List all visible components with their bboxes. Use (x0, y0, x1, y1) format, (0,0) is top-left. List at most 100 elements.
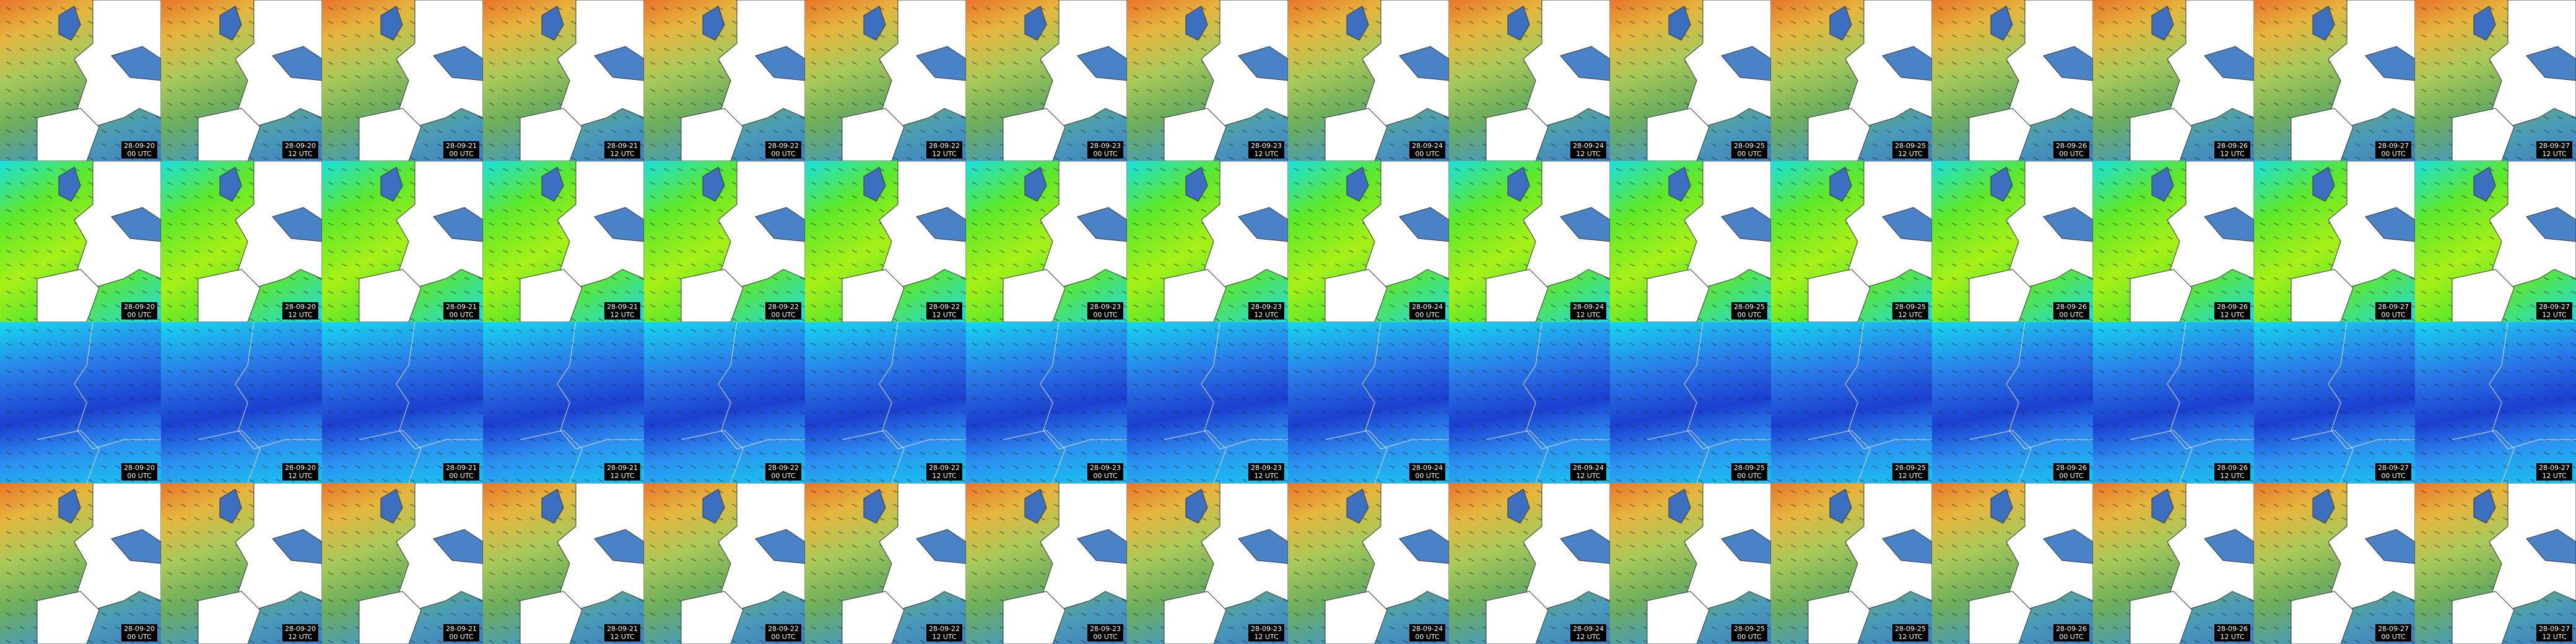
map-shape (2461, 195, 2468, 199)
map-shape (865, 102, 871, 106)
map-shape (1242, 157, 1248, 160)
map-shape (382, 236, 388, 240)
map-shape (6, 383, 12, 387)
tile-date: 28-09-26 (2056, 303, 2087, 311)
map-shape (1307, 263, 1313, 267)
map-shape (248, 7, 255, 11)
map-shape (1536, 181, 1543, 185)
map-shape (811, 318, 817, 321)
map-shape (60, 89, 66, 92)
map-shape (2180, 181, 2187, 185)
map-shape (194, 222, 200, 226)
map-shape (2300, 250, 2307, 253)
map-shape (972, 263, 978, 267)
tile-time: 12 UTC (1254, 311, 1279, 319)
map-shape (1684, 236, 1690, 240)
map-shape (2167, 250, 2173, 253)
map-shape (1992, 7, 1998, 11)
map-shape (2328, 195, 2334, 199)
map-shape (1081, 129, 1087, 133)
map-shape (2300, 102, 2307, 106)
map-shape (1375, 195, 1382, 199)
tile-label: 28-09-25 00 UTC (1731, 141, 1767, 159)
map-shape (6, 329, 12, 333)
map-shape (409, 318, 416, 321)
map-shape (2314, 75, 2320, 79)
map-shape (115, 157, 121, 160)
map-tile: 28-09-22 00 UTC (644, 0, 805, 161)
map-shape (1482, 181, 1488, 185)
map-shape (1468, 20, 1474, 24)
map-shape (19, 329, 25, 333)
map-shape (999, 236, 1005, 240)
map-shape (477, 116, 483, 120)
map-tile: 28-09-25 12 UTC (1771, 161, 1932, 322)
map-shape (1468, 304, 1474, 308)
map-shape (906, 318, 912, 321)
map-shape (6, 129, 12, 133)
map-shape (865, 48, 871, 51)
map-shape (570, 318, 577, 321)
map-shape (2557, 290, 2563, 294)
map-shape (663, 277, 669, 281)
map-shape (2153, 102, 2159, 106)
map-shape (1965, 89, 1971, 92)
map-shape (811, 304, 817, 308)
map-shape (1965, 263, 1971, 267)
map-shape (1616, 116, 1622, 120)
map-shape (2409, 277, 2415, 281)
map-tile: 28-09-21 12 UTC (483, 161, 644, 322)
map-shape (19, 34, 25, 38)
map-shape (1455, 157, 1461, 160)
map-shape (489, 222, 495, 226)
map-shape (235, 209, 241, 212)
map-shape (972, 20, 978, 24)
map-shape (663, 209, 669, 212)
map-shape (46, 236, 53, 240)
map-shape (1321, 75, 1327, 79)
map-shape (477, 290, 483, 294)
map-shape (677, 236, 683, 240)
map-shape (167, 209, 173, 212)
map-shape (985, 102, 991, 106)
map-shape (128, 370, 134, 373)
map-shape (1468, 143, 1474, 147)
map-shape (1173, 48, 1180, 51)
map-shape (207, 20, 214, 24)
map-shape (520, 108, 583, 161)
map-shape (2365, 207, 2415, 242)
map-shape (502, 195, 508, 199)
map-shape (1752, 290, 1758, 294)
map-shape (543, 222, 549, 226)
map-shape (2180, 20, 2187, 24)
map-shape (1790, 157, 1796, 160)
map-shape (1550, 157, 1556, 160)
map-shape (198, 108, 261, 161)
map-shape (1455, 20, 1461, 24)
map-shape (1160, 61, 1166, 65)
map-shape (972, 75, 978, 79)
map-shape (799, 290, 805, 294)
map-shape (557, 75, 563, 79)
map-tile: 28-09-20 00 UTC (0, 322, 161, 483)
map-shape (2126, 7, 2132, 11)
map-shape (1616, 143, 1622, 147)
map-overlay (328, 0, 483, 161)
map-shape (999, 89, 1005, 92)
map-shape (1255, 129, 1261, 133)
map-shape (1560, 46, 1610, 81)
map-shape (1053, 157, 1060, 160)
map-shape (1053, 318, 1060, 321)
map-shape (46, 383, 53, 387)
map-shape (355, 89, 361, 92)
map-shape (1616, 209, 1622, 212)
map-shape (33, 20, 39, 24)
map-shape (2382, 129, 2388, 133)
map-shape (1053, 168, 1060, 172)
map-shape (985, 89, 991, 92)
map-shape (60, 168, 66, 172)
map-shape (1495, 181, 1502, 185)
map-shape (1067, 318, 1073, 321)
map-shape (1616, 181, 1622, 185)
map-shape (1938, 263, 1944, 267)
